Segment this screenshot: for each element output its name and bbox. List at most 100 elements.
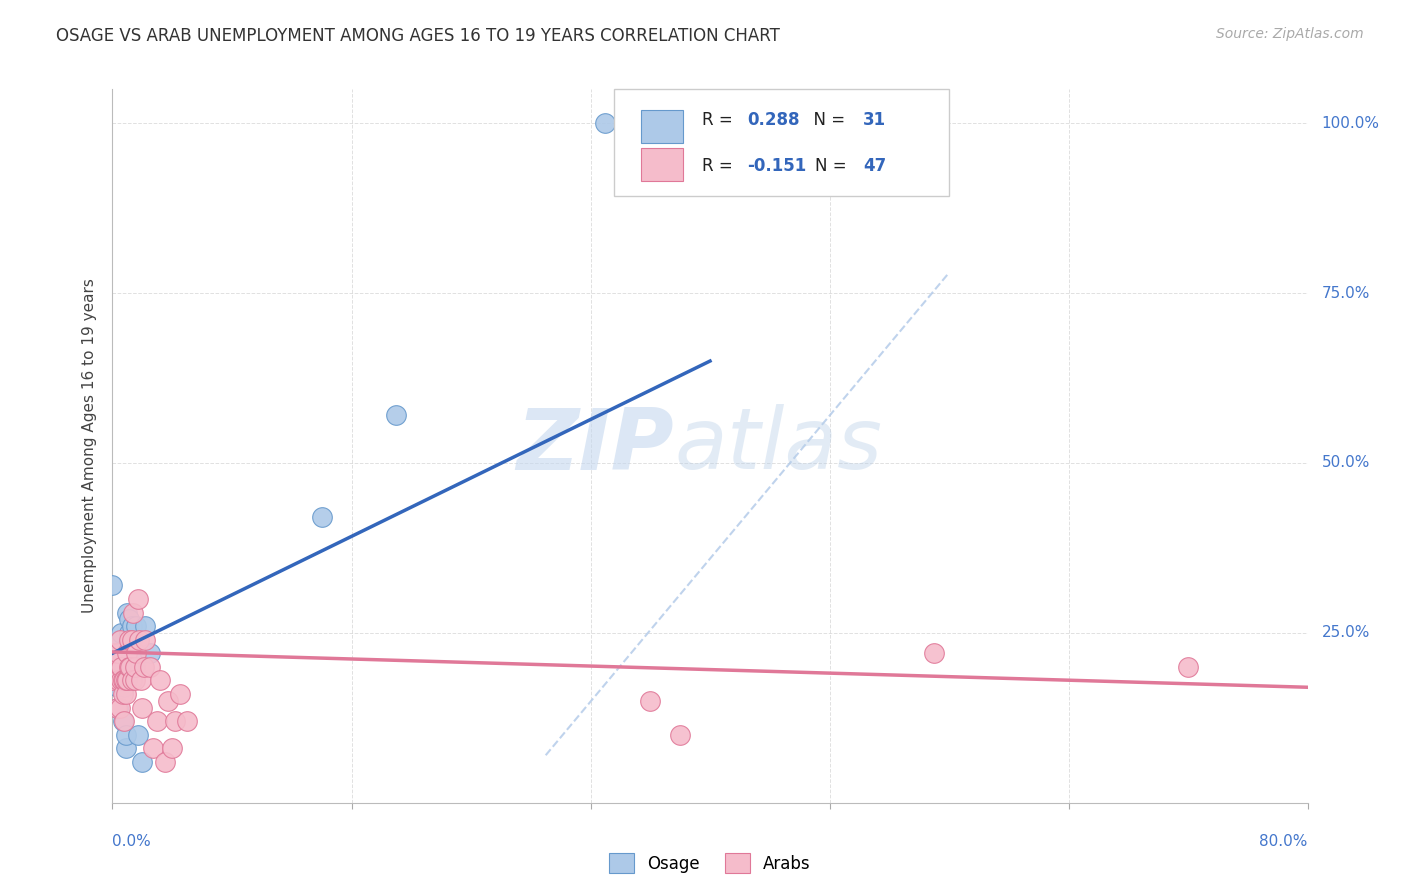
Osage xyxy=(115,741,138,756)
Osage xyxy=(118,626,141,640)
Osage xyxy=(111,714,134,729)
Arabs xyxy=(165,714,187,729)
Osage xyxy=(110,626,132,640)
Arabs xyxy=(118,660,141,674)
FancyBboxPatch shape xyxy=(614,89,949,196)
Arabs xyxy=(105,700,128,714)
Text: 75.0%: 75.0% xyxy=(1322,285,1369,301)
Arabs xyxy=(124,673,146,688)
Arabs xyxy=(114,714,135,729)
Arabs xyxy=(176,714,198,729)
Text: 50.0%: 50.0% xyxy=(1322,456,1369,470)
Arabs xyxy=(118,632,141,647)
Osage xyxy=(385,409,408,423)
Osage xyxy=(108,632,131,647)
Osage xyxy=(134,619,156,633)
Arabs xyxy=(111,673,134,688)
Arabs xyxy=(115,687,138,701)
Arabs xyxy=(149,673,172,688)
Arabs xyxy=(127,591,149,606)
Text: 31: 31 xyxy=(863,111,886,128)
Arabs xyxy=(110,673,132,688)
Arabs xyxy=(107,673,129,688)
Arabs xyxy=(114,673,135,688)
Text: ZIP: ZIP xyxy=(516,404,675,488)
FancyBboxPatch shape xyxy=(641,111,682,143)
Osage xyxy=(107,680,129,694)
Arabs xyxy=(121,632,143,647)
Osage xyxy=(101,578,124,592)
Osage xyxy=(121,619,143,633)
Text: -0.151: -0.151 xyxy=(747,157,806,175)
Osage xyxy=(127,728,149,742)
Osage xyxy=(117,640,139,654)
Text: OSAGE VS ARAB UNEMPLOYMENT AMONG AGES 16 TO 19 YEARS CORRELATION CHART: OSAGE VS ARAB UNEMPLOYMENT AMONG AGES 16… xyxy=(56,27,780,45)
Osage xyxy=(108,660,131,674)
Arabs xyxy=(117,673,139,688)
Arabs xyxy=(142,741,165,756)
Text: R =: R = xyxy=(702,111,738,128)
Arabs xyxy=(101,660,124,674)
Arabs xyxy=(115,673,138,688)
Osage xyxy=(124,653,146,667)
Arabs xyxy=(169,687,191,701)
Text: 47: 47 xyxy=(863,157,886,175)
Osage xyxy=(131,755,153,769)
Osage xyxy=(111,653,134,667)
Text: 0.0%: 0.0% xyxy=(112,834,152,849)
Arabs xyxy=(128,632,150,647)
Osage xyxy=(118,612,141,626)
Arabs xyxy=(124,660,146,674)
Arabs xyxy=(101,673,124,688)
Osage xyxy=(115,728,138,742)
Arabs xyxy=(134,632,156,647)
Arabs xyxy=(101,646,124,660)
Text: R =: R = xyxy=(702,157,738,175)
Arabs xyxy=(139,660,162,674)
Osage xyxy=(107,700,129,714)
Arabs xyxy=(107,646,129,660)
Arabs xyxy=(111,687,134,701)
Arabs xyxy=(122,606,145,620)
Text: 25.0%: 25.0% xyxy=(1322,625,1369,640)
Text: 100.0%: 100.0% xyxy=(1322,116,1379,131)
Text: N =: N = xyxy=(815,157,852,175)
Text: Source: ZipAtlas.com: Source: ZipAtlas.com xyxy=(1216,27,1364,41)
Osage xyxy=(117,606,139,620)
Arabs xyxy=(117,646,139,660)
Osage xyxy=(311,510,333,524)
Osage xyxy=(139,646,162,660)
Arabs xyxy=(922,646,945,660)
Arabs xyxy=(108,632,131,647)
FancyBboxPatch shape xyxy=(641,148,682,180)
Arabs xyxy=(1177,660,1199,674)
Osage xyxy=(595,116,617,130)
Arabs xyxy=(110,660,132,674)
Text: N =: N = xyxy=(803,111,851,128)
Osage xyxy=(114,660,135,674)
Text: 80.0%: 80.0% xyxy=(1260,834,1308,849)
Text: 0.288: 0.288 xyxy=(747,111,800,128)
Arabs xyxy=(638,694,662,708)
Arabs xyxy=(162,741,183,756)
Arabs xyxy=(120,660,142,674)
Arabs xyxy=(156,694,179,708)
Arabs xyxy=(131,700,153,714)
Arabs xyxy=(125,646,148,660)
Osage xyxy=(125,619,148,633)
Arabs xyxy=(146,714,169,729)
Osage xyxy=(120,632,142,647)
Arabs xyxy=(132,660,155,674)
Arabs xyxy=(129,673,152,688)
Arabs xyxy=(669,728,692,742)
Legend: Osage, Arabs: Osage, Arabs xyxy=(602,847,818,880)
Osage xyxy=(101,646,124,660)
Osage xyxy=(105,660,128,674)
Osage xyxy=(110,646,132,660)
Text: atlas: atlas xyxy=(675,404,882,488)
Osage xyxy=(114,680,135,694)
Y-axis label: Unemployment Among Ages 16 to 19 years: Unemployment Among Ages 16 to 19 years xyxy=(82,278,97,614)
Osage xyxy=(105,646,128,660)
Arabs xyxy=(153,755,176,769)
Arabs xyxy=(108,700,131,714)
